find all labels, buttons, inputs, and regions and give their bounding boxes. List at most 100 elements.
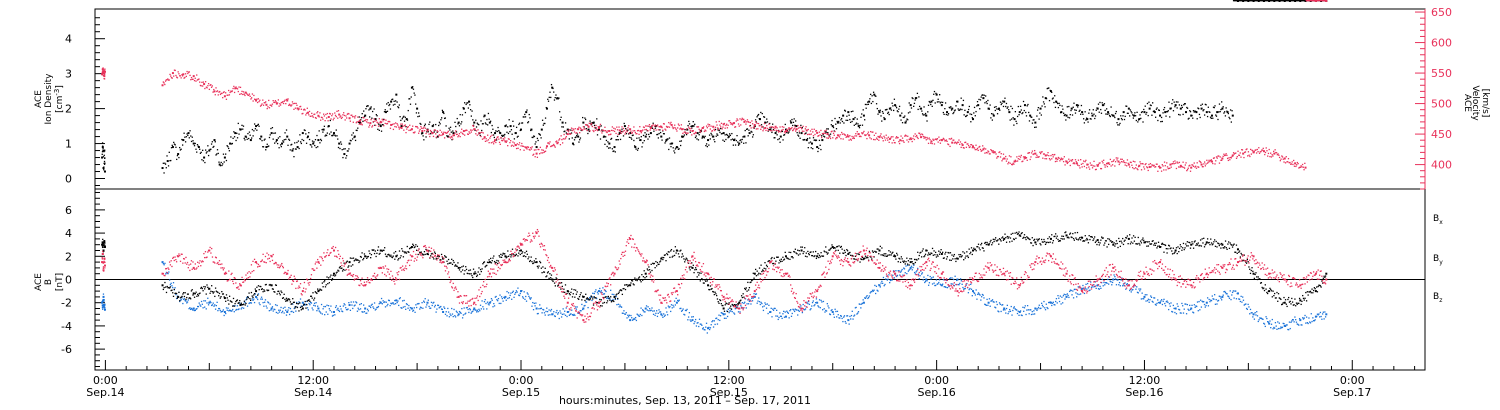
velocity-dot <box>435 136 438 138</box>
by-dot <box>344 304 346 306</box>
density-point <box>348 142 351 145</box>
by-dot <box>434 304 436 307</box>
density-dot <box>881 110 884 113</box>
density-point <box>1278 0 1281 2</box>
by-dot <box>507 292 510 294</box>
velocity-dot <box>227 89 230 92</box>
by-dot <box>1312 317 1314 319</box>
by-dot <box>687 316 690 318</box>
by-dot <box>1153 297 1156 299</box>
by-dot <box>641 314 643 317</box>
density-dot <box>625 132 628 135</box>
velocity-dot <box>676 130 678 132</box>
velocity-dot <box>209 84 211 87</box>
by-dot <box>1187 308 1189 310</box>
density-point <box>1288 0 1291 2</box>
by-dot <box>684 309 687 312</box>
velocity-dot <box>969 146 971 148</box>
velocity-dot <box>589 130 591 132</box>
by-dot <box>1209 300 1211 303</box>
density-point <box>1008 111 1011 114</box>
by-dot <box>1194 306 1196 309</box>
density-dot <box>726 134 729 136</box>
velocity-dot <box>334 114 337 117</box>
by-dot <box>711 321 713 323</box>
velocity-dot <box>334 112 336 114</box>
density-dot <box>739 139 741 142</box>
velocity-dot <box>570 127 573 129</box>
velocity-dot <box>803 133 806 135</box>
velocity-dot <box>924 136 926 138</box>
density-dot <box>1103 104 1105 106</box>
by-dot <box>281 310 284 312</box>
density-dot <box>1115 110 1117 113</box>
density-dot <box>677 148 680 150</box>
by-dot <box>559 310 561 312</box>
velocity-dot <box>191 78 193 81</box>
velocity-dot <box>199 84 202 87</box>
velocity-point <box>899 139 902 142</box>
by-dot <box>1310 313 1312 315</box>
velocity-dot <box>1075 161 1077 163</box>
by-dot <box>1186 303 1189 306</box>
density-dot <box>911 97 913 99</box>
by-dot <box>1301 324 1303 326</box>
density-dot <box>1072 106 1074 108</box>
by-dot <box>653 310 655 312</box>
velocity-dot <box>1313 0 1316 2</box>
velocity-dot <box>862 132 864 134</box>
by-dot <box>483 301 486 303</box>
density-dot <box>170 147 173 149</box>
by-dot <box>272 310 274 312</box>
density-dot <box>807 146 809 149</box>
by-dot <box>338 309 340 311</box>
density-dot <box>666 138 668 140</box>
velocity-dot <box>428 133 430 135</box>
density-dot <box>386 103 388 105</box>
velocity-dot <box>308 114 310 116</box>
density-dot <box>102 156 105 158</box>
density-dot <box>717 134 719 136</box>
by-dot <box>822 300 825 303</box>
by-dot <box>1073 288 1076 291</box>
by-dot <box>744 301 746 303</box>
velocity-dot <box>649 129 651 131</box>
by-dot <box>900 270 903 272</box>
bx-dot <box>178 291 180 294</box>
by-dot <box>321 313 323 315</box>
velocity-dot <box>794 126 796 128</box>
velocity-dot <box>760 126 763 128</box>
by-dot <box>430 307 432 309</box>
density-dot <box>278 147 280 149</box>
density-dot <box>1090 118 1092 120</box>
by-point <box>426 301 429 304</box>
density-dot <box>1234 0 1236 2</box>
velocity-dot <box>860 135 862 138</box>
by-dot <box>539 307 542 310</box>
by-dot <box>825 309 827 312</box>
velocity-dot <box>685 132 687 135</box>
velocity-dot <box>583 128 585 130</box>
velocity-dot <box>1170 166 1172 168</box>
velocity-dot <box>1238 154 1241 157</box>
velocity-dot <box>968 146 970 149</box>
density-dot <box>559 119 562 121</box>
by-dot <box>518 294 520 296</box>
velocity-dot <box>374 124 377 127</box>
by-dot <box>481 300 483 302</box>
by-dot <box>698 318 701 320</box>
velocity-dot <box>262 99 264 101</box>
density-dot <box>304 129 306 132</box>
density-dot <box>1224 115 1227 117</box>
velocity-dot <box>478 131 481 134</box>
velocity-dot <box>1124 164 1126 166</box>
by-dot <box>451 307 453 310</box>
by-dot <box>977 293 979 296</box>
density-dot <box>440 119 442 121</box>
by-point <box>1283 324 1286 327</box>
by-dot <box>179 300 181 303</box>
velocity-dot <box>792 129 794 132</box>
velocity-dot <box>401 123 403 125</box>
velocity-dot <box>593 130 595 133</box>
density-dot <box>1266 0 1268 2</box>
